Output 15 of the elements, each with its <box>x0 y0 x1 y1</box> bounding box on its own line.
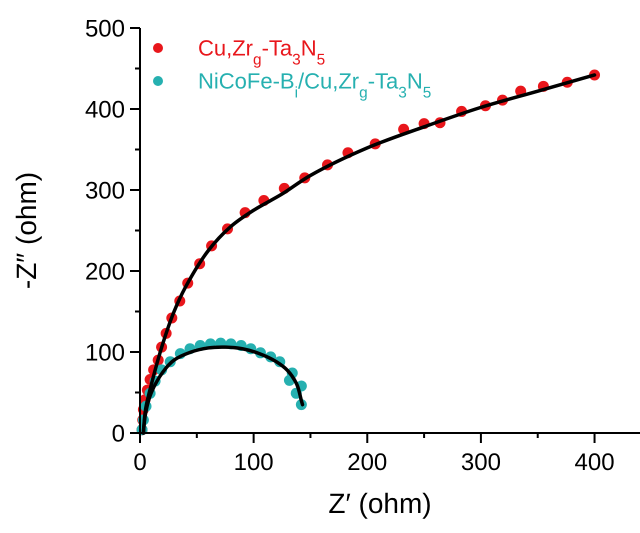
x-tick-label: 300 <box>460 449 501 476</box>
y-tick-label: 400 <box>84 96 125 124</box>
y-axis-title: -Z″ (ohm) <box>11 172 42 290</box>
legend-label: NiCoFe-B$_{i}$/Cu,Zr$_{g}$-Ta$_{3}$N$_{5}$ <box>198 68 432 102</box>
x-axis-title: Z′ (ohm) <box>328 488 432 519</box>
x-tick-label: 100 <box>234 449 274 476</box>
y-tick-label: 300 <box>84 177 125 204</box>
x-tick-label: 200 <box>347 449 388 476</box>
x-tick-label: 0 <box>133 449 147 476</box>
y-tick-label: 0 <box>112 420 125 448</box>
y-tick-label: 100 <box>84 339 125 366</box>
y-tick-label: 200 <box>84 258 125 286</box>
y-tick-label: 500 <box>84 15 125 42</box>
x-tick-label: 400 <box>574 449 615 476</box>
legend-label: Cu,Zr$_{g}$-Ta$_{3}$N$_{5}$ <box>198 36 326 68</box>
